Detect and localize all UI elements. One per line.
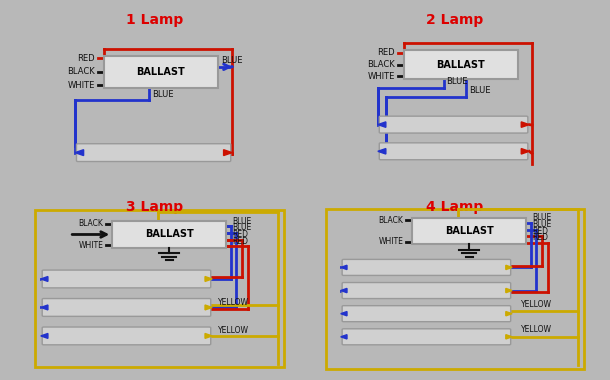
Text: WHITE: WHITE (368, 71, 395, 81)
Polygon shape (41, 305, 48, 310)
Polygon shape (41, 277, 48, 282)
FancyBboxPatch shape (42, 327, 210, 345)
Text: WHITE: WHITE (68, 81, 95, 90)
Bar (104, 55, 218, 88)
Text: WHITE: WHITE (79, 241, 104, 250)
Text: RED: RED (378, 49, 395, 57)
Polygon shape (341, 288, 347, 293)
FancyBboxPatch shape (342, 283, 511, 299)
Text: 2 Lamp: 2 Lamp (426, 13, 484, 27)
Polygon shape (341, 335, 347, 339)
FancyBboxPatch shape (379, 143, 528, 160)
Text: BLACK: BLACK (67, 67, 95, 76)
Polygon shape (341, 312, 347, 316)
Text: YELLOW: YELLOW (521, 301, 551, 309)
Text: BLACK: BLACK (79, 219, 104, 228)
Text: RED: RED (77, 54, 95, 63)
Text: RED: RED (232, 237, 248, 246)
Polygon shape (75, 150, 84, 155)
Polygon shape (205, 277, 212, 282)
Text: RED: RED (532, 226, 548, 236)
Bar (35, 211, 284, 367)
Text: BLUE: BLUE (232, 223, 251, 233)
Text: BLUE: BLUE (447, 77, 468, 86)
Polygon shape (224, 150, 232, 155)
FancyBboxPatch shape (342, 306, 511, 322)
Text: 4 Lamp: 4 Lamp (426, 200, 484, 214)
Polygon shape (506, 265, 512, 269)
Text: 3 Lamp: 3 Lamp (126, 200, 184, 214)
FancyBboxPatch shape (342, 329, 511, 345)
Text: BLUE: BLUE (532, 220, 551, 229)
FancyBboxPatch shape (76, 144, 231, 162)
Text: WHITE: WHITE (379, 237, 404, 246)
Polygon shape (205, 334, 212, 338)
Text: 1 Lamp: 1 Lamp (126, 13, 184, 27)
Text: RED: RED (532, 233, 548, 242)
Text: BLUE: BLUE (221, 56, 242, 65)
Text: BALLAST: BALLAST (436, 60, 485, 70)
FancyBboxPatch shape (42, 270, 210, 288)
FancyBboxPatch shape (342, 260, 511, 276)
Text: BLACK: BLACK (379, 216, 404, 225)
Text: YELLOW: YELLOW (521, 325, 551, 334)
Bar (404, 50, 518, 79)
Polygon shape (521, 149, 529, 154)
Text: BLUE: BLUE (469, 86, 491, 95)
Text: BLACK: BLACK (367, 60, 395, 69)
Polygon shape (506, 335, 512, 339)
Text: BLUE: BLUE (232, 217, 251, 226)
Text: BALLAST: BALLAST (137, 66, 185, 77)
Polygon shape (506, 288, 512, 293)
Bar (412, 218, 526, 244)
Polygon shape (205, 305, 212, 310)
Text: BALLAST: BALLAST (145, 230, 194, 239)
Polygon shape (41, 334, 48, 338)
Polygon shape (378, 149, 386, 154)
Text: YELLOW: YELLOW (218, 326, 249, 335)
Text: BLUE: BLUE (532, 213, 551, 222)
Polygon shape (506, 312, 512, 316)
FancyBboxPatch shape (379, 116, 528, 133)
Polygon shape (341, 265, 347, 269)
Bar (112, 221, 226, 248)
Text: BALLAST: BALLAST (445, 226, 493, 236)
Text: RED: RED (232, 230, 248, 239)
Text: BLUE: BLUE (152, 90, 174, 98)
Polygon shape (378, 122, 386, 127)
Polygon shape (521, 122, 529, 127)
Text: YELLOW: YELLOW (218, 298, 249, 307)
FancyBboxPatch shape (42, 299, 210, 316)
